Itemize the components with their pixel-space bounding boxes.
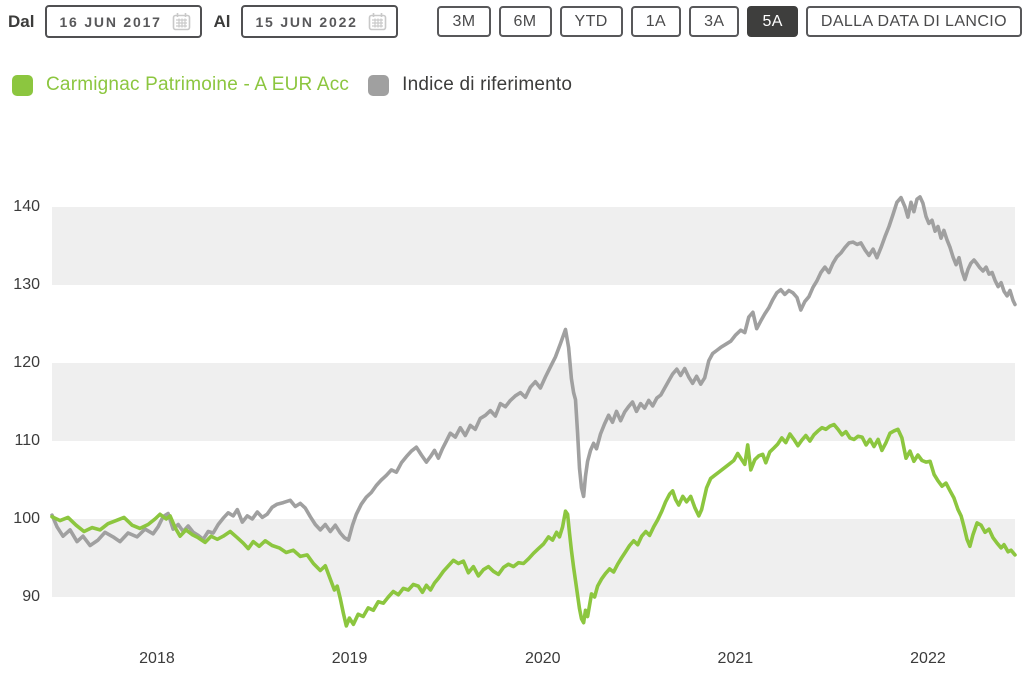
from-date-input[interactable]: 16 JUN 2017 [45,5,203,38]
to-date-value: 15 JUN 2022 [255,13,358,30]
calendar-icon[interactable] [172,12,191,31]
plot-shaded-band [52,363,1015,441]
calendar-icon[interactable] [368,12,387,31]
legend-label-fund: Carmignac Patrimoine - A EUR Acc [46,74,350,95]
x-axis-label: 2018 [139,650,175,667]
period-button-3a[interactable]: 3A [689,6,740,37]
fund-swatch-icon [12,74,33,96]
y-axis-label: 110 [14,432,40,449]
period-button-5a[interactable]: 5A [747,6,798,37]
plot-shaded-band [52,207,1015,285]
to-date-label: Al [213,11,231,31]
x-axis-label: 2020 [524,650,561,667]
from-date-value: 16 JUN 2017 [59,13,162,30]
legend-item-fund[interactable]: Carmignac Patrimoine - A EUR Acc [12,74,349,96]
x-axis-label: 2021 [717,650,754,667]
plot-shaded-band [52,519,1015,597]
to-date-input[interactable]: 15 JUN 2022 [241,5,399,38]
period-button-3m[interactable]: 3M [437,6,491,37]
from-date-label: Dal [8,11,35,31]
y-axis-label: 100 [13,510,40,527]
legend-label-benchmark: Indice di riferimento [402,74,573,95]
x-axis-label: 2019 [331,650,368,667]
series-line-carmignac-patrimoine-a-eur-acc [50,422,1017,628]
benchmark-swatch-icon [368,74,390,96]
period-button-1a[interactable]: 1A [630,6,682,37]
date-range-group: Dal 16 JUN 2017 Al 15 JUN 2022 [8,5,399,38]
y-axis-label: 140 [13,198,40,215]
y-axis-label: 90 [22,588,40,605]
controls-row: Dal 16 JUN 2017 Al 15 JUN 2022 [8,5,1022,38]
y-axis-label: 120 [13,354,40,371]
period-button-since-launch[interactable]: DALLA DATA DI LANCIO [805,6,1022,37]
series-line-indice-di-riferimento [50,195,1017,548]
period-button-ytd[interactable]: YTD [559,6,623,37]
legend-item-benchmark[interactable]: Indice di riferimento [368,74,572,96]
chart-legend: Carmignac Patrimoine - A EUR Acc Indice … [12,74,591,96]
period-button-6m[interactable]: 6M [498,6,552,37]
x-axis-label: 2022 [910,650,946,667]
period-button-group: 3M 6M YTD 1A 3A 5A DALLA DATA DI LANCIO [437,6,1022,37]
y-axis-label: 130 [13,276,40,293]
